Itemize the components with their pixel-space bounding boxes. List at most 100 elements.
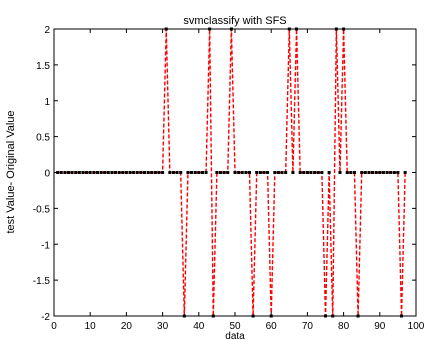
data-point xyxy=(222,171,226,174)
x-tick-label: 0 xyxy=(51,321,57,332)
data-point xyxy=(114,171,118,174)
data-point xyxy=(403,171,407,174)
series-layer xyxy=(56,27,407,318)
data-point xyxy=(186,171,190,174)
x-tick-label: 30 xyxy=(157,321,169,332)
data-point xyxy=(146,171,150,174)
y-tick-label: -0.5 xyxy=(33,204,51,215)
data-point xyxy=(70,171,74,174)
axis-ticks: 0 10 20 30 40 50 60 70 80 90 100 -2 -1.5 -1 -0.5 0 0.5 1 1… xyxy=(33,25,425,332)
data-point xyxy=(360,171,364,174)
data-point xyxy=(85,171,89,174)
data-point xyxy=(378,171,382,174)
data-point xyxy=(132,171,136,174)
x-tick-label: 20 xyxy=(121,321,133,332)
data-point xyxy=(171,171,175,174)
data-point xyxy=(266,171,270,174)
data-point xyxy=(392,171,396,174)
data-point xyxy=(324,314,327,318)
x-tick-label: 100 xyxy=(408,321,425,332)
data-point xyxy=(139,171,143,174)
data-point xyxy=(88,171,92,174)
data-point xyxy=(215,171,219,174)
data-point xyxy=(81,171,85,174)
data-point xyxy=(190,171,194,174)
data-point xyxy=(74,171,78,174)
x-tick-label: 40 xyxy=(193,321,205,332)
x-tick-label: 10 xyxy=(85,321,97,332)
data-point xyxy=(276,171,280,174)
data-point xyxy=(56,171,60,174)
data-point xyxy=(396,171,400,174)
data-point xyxy=(233,171,237,174)
data-point xyxy=(381,171,385,174)
data-point xyxy=(385,171,389,174)
data-point xyxy=(342,27,346,31)
data-point xyxy=(305,171,309,174)
data-point xyxy=(302,171,306,174)
data-point xyxy=(128,171,132,174)
data-point xyxy=(226,171,230,174)
data-point xyxy=(251,314,255,318)
data-point xyxy=(157,171,161,174)
data-point xyxy=(334,27,338,31)
data-point xyxy=(182,314,186,318)
data-point xyxy=(320,171,324,174)
data-point xyxy=(168,171,172,174)
data-point xyxy=(229,27,233,31)
x-tick-label: 80 xyxy=(338,321,350,332)
data-point xyxy=(110,171,114,174)
data-point xyxy=(77,171,81,174)
data-point xyxy=(374,171,378,174)
data-point xyxy=(287,27,291,31)
data-point xyxy=(255,171,259,174)
data-point xyxy=(273,171,277,174)
data-point xyxy=(389,171,393,174)
data-point xyxy=(363,171,367,174)
data-point xyxy=(135,171,139,174)
data-point xyxy=(161,171,165,174)
data-point xyxy=(197,171,201,174)
data-point xyxy=(244,171,248,174)
data-point xyxy=(124,171,128,174)
x-tick-label: 60 xyxy=(266,321,278,332)
data-point xyxy=(103,171,107,174)
data-point xyxy=(313,171,317,174)
x-tick-label: 70 xyxy=(302,321,314,332)
data-point xyxy=(280,171,284,174)
data-point xyxy=(284,171,288,174)
data-point xyxy=(204,171,208,174)
data-point xyxy=(208,27,212,31)
data-point xyxy=(59,171,63,174)
data-point xyxy=(331,314,335,318)
data-point xyxy=(316,171,320,174)
data-point xyxy=(295,27,299,31)
data-point xyxy=(150,171,154,174)
data-point xyxy=(179,171,183,174)
data-point xyxy=(99,171,103,174)
y-tick-label: 1 xyxy=(44,97,50,108)
data-point xyxy=(92,171,96,174)
data-point xyxy=(338,171,342,174)
data-point xyxy=(237,171,241,174)
data-point xyxy=(143,171,146,174)
data-point xyxy=(117,171,121,174)
x-tick-label: 90 xyxy=(374,321,386,332)
y-tick-label: 0 xyxy=(44,169,50,180)
data-point xyxy=(269,314,273,318)
data-point xyxy=(153,171,157,174)
chart-title: svmclassify with SFS xyxy=(183,15,286,27)
data-point xyxy=(352,171,356,174)
data-point xyxy=(258,171,262,174)
data-point xyxy=(175,171,179,174)
data-point xyxy=(66,171,70,174)
x-tick-label: 50 xyxy=(229,321,241,332)
data-point xyxy=(400,314,404,318)
data-point xyxy=(211,314,215,318)
y-tick-label: -1.5 xyxy=(33,276,51,287)
y-tick-label: -1 xyxy=(41,240,50,251)
data-point xyxy=(200,171,204,174)
data-point xyxy=(193,171,197,174)
data-point xyxy=(349,171,353,174)
